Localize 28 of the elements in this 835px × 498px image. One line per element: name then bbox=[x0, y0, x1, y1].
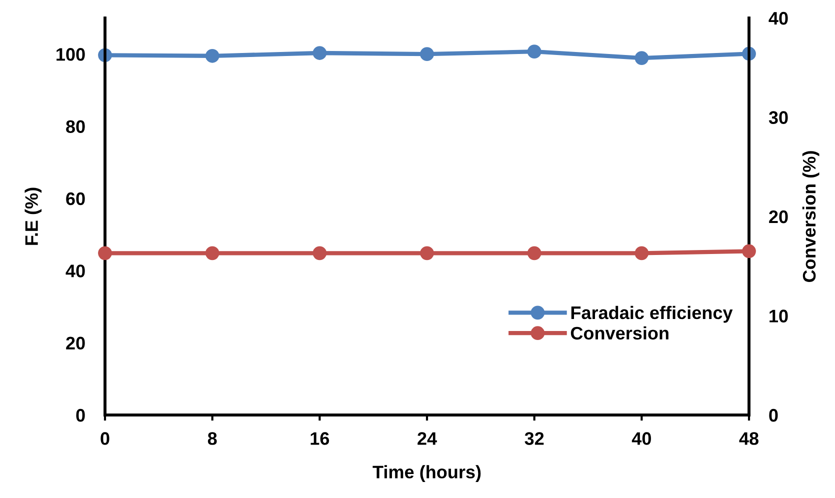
y2-tick-label: 20 bbox=[769, 210, 788, 224]
x-tick-label: 48 bbox=[739, 432, 758, 445]
y2-tick-label: 0 bbox=[769, 408, 778, 422]
y-tick-label: 20 bbox=[66, 336, 85, 350]
x-tick-label: 16 bbox=[310, 432, 330, 445]
point bbox=[634, 51, 649, 66]
y-axis-title: F.E (%) bbox=[24, 188, 42, 245]
x-tick-label: 8 bbox=[208, 432, 217, 445]
x-tick-label: 40 bbox=[632, 432, 651, 445]
y-tick-label: 80 bbox=[66, 120, 85, 133]
y-tick-label: 40 bbox=[66, 264, 85, 278]
y2-tick-label: 10 bbox=[770, 310, 788, 322]
legend-label: Faradaic efficiency bbox=[571, 306, 733, 323]
legend-label: Conversion bbox=[570, 326, 668, 340]
x-tick-label: 24 bbox=[418, 432, 437, 445]
point bbox=[527, 44, 542, 59]
point bbox=[312, 46, 327, 60]
x-axis-title: Time (hours) bbox=[372, 465, 481, 482]
y-tick-label: 0 bbox=[76, 408, 85, 422]
point bbox=[205, 48, 220, 63]
x-tick-label: 32 bbox=[524, 432, 544, 445]
y-tick-label: 100 bbox=[56, 48, 85, 61]
point bbox=[420, 47, 434, 62]
y2-tick-label: 30 bbox=[768, 111, 788, 124]
y2-tick-label: 40 bbox=[768, 12, 788, 25]
y2-axis-title: Conversion (%) bbox=[802, 151, 820, 282]
y-tick-label: 60 bbox=[66, 192, 85, 206]
x-tick-label: 0 bbox=[100, 432, 110, 445]
